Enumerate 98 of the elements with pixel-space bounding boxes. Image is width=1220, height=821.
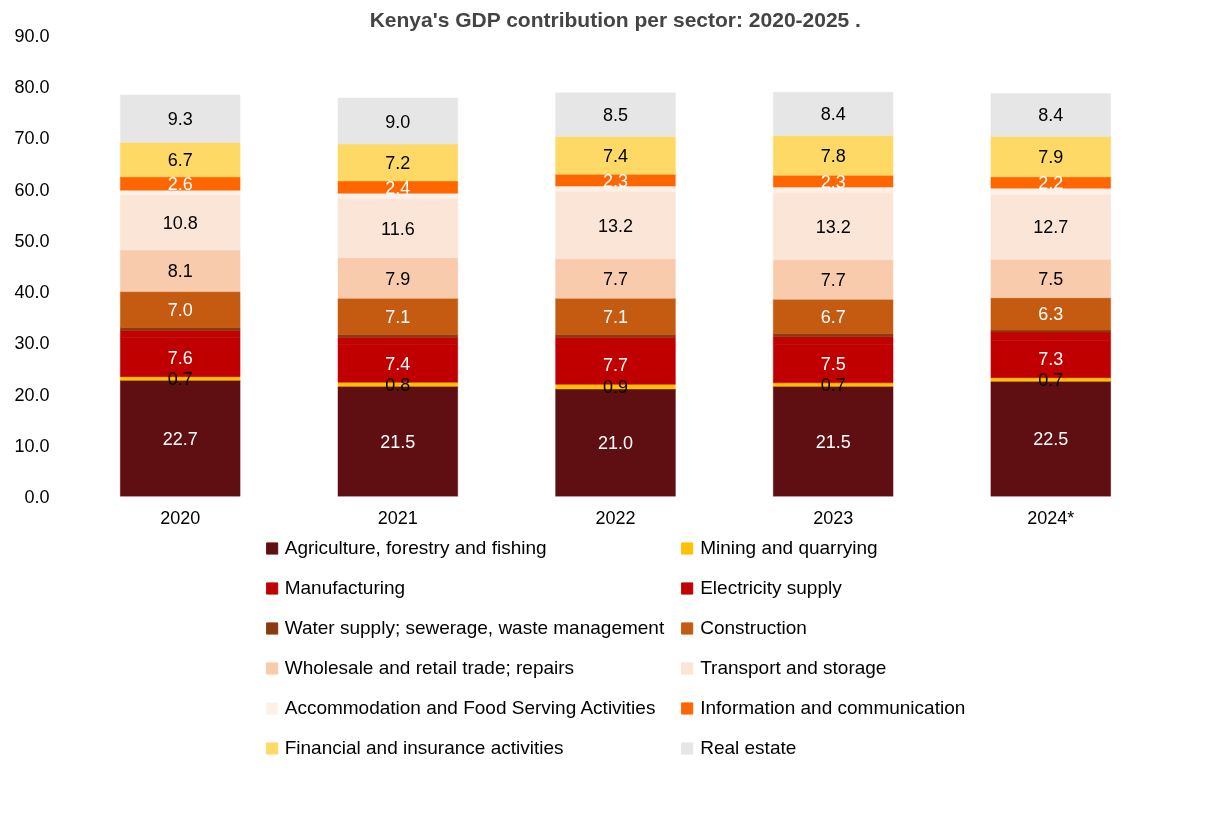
- bar: [990, 259, 1111, 299]
- bar: [337, 334, 458, 338]
- y-tick-label: 20.0: [14, 384, 50, 405]
- data-label: 21.5: [815, 431, 851, 452]
- data-label: 2.4: [385, 177, 411, 198]
- data-label: 7.0: [167, 300, 193, 321]
- bar: [773, 299, 894, 334]
- data-label: 7.5: [1038, 269, 1064, 290]
- data-label: 8.4: [820, 104, 846, 125]
- y-tick-label: 90.0: [14, 26, 50, 46]
- legend-label: Real estate: [700, 736, 797, 760]
- bar: [337, 298, 458, 335]
- legend-label: Financial and insurance activities: [284, 736, 564, 760]
- bar: [773, 92, 894, 136]
- bar: [990, 136, 1111, 178]
- x-tick-label: 2020: [160, 507, 201, 528]
- bar: [337, 257, 458, 299]
- data-label: 12.7: [1033, 217, 1069, 238]
- bar: [773, 135, 894, 176]
- y-tick-label: 30.0: [14, 333, 50, 354]
- bar: [337, 97, 458, 145]
- y-tick-label: 60.0: [14, 179, 50, 200]
- data-label: 7.3: [1038, 349, 1064, 370]
- data-label: 7.9: [1038, 147, 1064, 168]
- bar: [555, 190, 676, 260]
- bar: [990, 187, 1111, 195]
- data-label: 7.7: [602, 355, 629, 376]
- legend-label: Transport and storage: [700, 656, 887, 680]
- y-tick-label: 0.0: [24, 487, 50, 507]
- bar: [120, 142, 241, 178]
- bar: [120, 94, 241, 143]
- data-label: 7.1: [385, 306, 411, 327]
- data-label: 8.5: [602, 105, 629, 126]
- x-tick-label: 2023: [813, 507, 854, 528]
- data-label: 7.7: [820, 270, 846, 291]
- legend-label: Manufacturing: [284, 576, 406, 600]
- y-tick-label: 70.0: [14, 128, 50, 149]
- bar: [555, 258, 676, 299]
- legend-label: Mining and quarrying: [700, 536, 878, 560]
- bar: [120, 291, 241, 328]
- bar: [337, 193, 458, 199]
- legend-label: Construction: [700, 616, 807, 640]
- legend-label: Agriculture, forestry and fishing: [284, 536, 547, 560]
- data-label: 7.4: [602, 145, 629, 166]
- legend-label: Water supply; sewerage, waste management: [284, 616, 665, 640]
- data-label: 8.4: [1038, 105, 1064, 126]
- bar: [990, 297, 1111, 331]
- data-label: 0.8: [385, 374, 411, 395]
- data-label: 2.3: [602, 170, 629, 191]
- data-label: 13.2: [815, 216, 851, 237]
- bar: [773, 191, 894, 261]
- data-label: 2.6: [167, 174, 193, 195]
- data-label: 7.5: [820, 354, 846, 375]
- data-label: 9.3: [167, 109, 193, 130]
- data-label: 22.7: [162, 428, 198, 449]
- legend-label: Information and communication: [700, 696, 966, 720]
- bar: [555, 334, 676, 338]
- data-label: 7.6: [167, 347, 193, 368]
- data-label: 11.6: [381, 218, 415, 239]
- data-label: 8.1: [167, 261, 193, 282]
- data-label: 6.7: [820, 306, 846, 327]
- chart-title: Kenya's GDP contribution per sector: 2020-2025 .: [369, 7, 861, 31]
- bar: [120, 194, 241, 251]
- y-tick-label: 40.0: [14, 282, 50, 303]
- bar: [773, 259, 894, 300]
- y-tick-label: 50.0: [14, 230, 50, 251]
- legend-label: Wholesale and retail trade; repairs: [284, 656, 575, 680]
- bar: [337, 143, 458, 182]
- data-label: 7.9: [385, 268, 411, 289]
- data-label: 6.3: [1038, 304, 1064, 325]
- bar: [120, 249, 241, 292]
- x-tick-label: 2022: [595, 507, 636, 528]
- data-label: 7.8: [820, 145, 846, 166]
- data-label: 13.2: [597, 215, 634, 236]
- bar: [990, 93, 1111, 137]
- bar: [337, 198, 458, 259]
- data-label: 9.0: [385, 111, 411, 132]
- legend-label: Accommodation and Food Serving Activities: [284, 696, 656, 720]
- data-label: 7.7: [602, 269, 629, 290]
- data-label: 2.3: [820, 171, 846, 192]
- y-tick-label: 80.0: [14, 77, 50, 98]
- data-label: 2.2: [1038, 173, 1064, 194]
- bar: [990, 194, 1111, 260]
- data-label: 7.4: [385, 353, 411, 374]
- data-label: 10.8: [162, 212, 198, 233]
- bar: [555, 298, 676, 335]
- bar: [555, 92, 676, 137]
- x-tick-label: 2021: [377, 507, 418, 528]
- x-tick-label: 2024*: [1027, 507, 1075, 528]
- data-label: 21.5: [380, 431, 416, 452]
- data-label: 7.2: [385, 153, 411, 174]
- bar: [555, 136, 676, 175]
- data-label: 6.7: [167, 150, 193, 171]
- y-tick-label: 10.0: [14, 435, 50, 456]
- data-label: 7.1: [602, 306, 629, 327]
- data-label: 21.0: [597, 433, 634, 454]
- legend-label: Electricity supply: [700, 576, 842, 600]
- data-label: 22.5: [1033, 429, 1069, 450]
